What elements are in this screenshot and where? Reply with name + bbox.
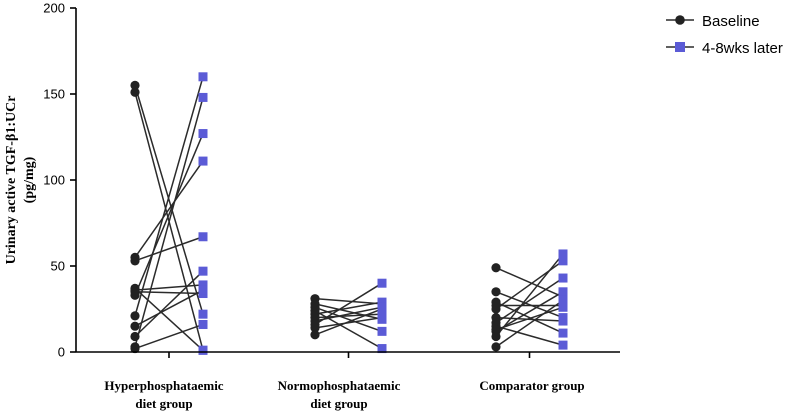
pair-line-1-6 — [314, 306, 383, 322]
later-point-1-4 — [377, 297, 387, 307]
y-axis-title-line1: Urinary active TGF-β1:UCr — [4, 96, 19, 265]
pair-line-0-0 — [134, 85, 204, 315]
later-point-0-8 — [198, 72, 208, 82]
baseline-point-0-7 — [130, 290, 140, 300]
later-point-1-9 — [377, 304, 387, 314]
baseline-point-1-9 — [310, 330, 320, 340]
later-point-0-12 — [198, 319, 208, 329]
later-point-0-2 — [198, 156, 208, 166]
baseline-point-0-8 — [130, 311, 140, 321]
y-axis-title-line2: (pg/mg) — [22, 156, 37, 203]
pair-line-1-0 — [314, 297, 383, 305]
baseline-point-2-10 — [491, 331, 501, 342]
baseline-point-0-3 — [130, 256, 140, 266]
baseline-point-0-12 — [130, 343, 140, 354]
series-group-1 — [310, 278, 387, 354]
later-point-1-3 — [377, 344, 387, 354]
pair-line-2-9 — [495, 291, 564, 333]
later-point-0-3 — [198, 232, 208, 242]
pair-line-0-8 — [134, 76, 204, 317]
later-point-2-7 — [558, 340, 568, 350]
later-point-2-5 — [558, 316, 568, 326]
later-point-1-2 — [377, 326, 387, 336]
pair-line-2-7 — [495, 325, 564, 346]
pair-line-2-10 — [495, 253, 564, 337]
category-label-hyper-line1: Hyperphosphataemic — [104, 378, 223, 393]
baseline-point-2-1 — [491, 287, 501, 297]
pair-line-0-11 — [134, 97, 204, 348]
later-point-0-7 — [198, 129, 208, 139]
later-point-2-11 — [558, 295, 568, 305]
legend-baseline-marker — [675, 15, 685, 25]
later-point-2-10 — [558, 249, 568, 259]
later-point-0-5 — [198, 280, 208, 290]
later-point-0-10 — [198, 266, 208, 276]
baseline-point-0-1 — [130, 87, 140, 97]
pair-line-2-1 — [495, 291, 564, 319]
plot-area — [130, 72, 568, 355]
legend-item-later: 4-8wks later — [666, 40, 783, 57]
legend-item-baseline: Baseline — [666, 13, 760, 30]
pair-line-2-8 — [495, 306, 564, 331]
category-label-normo-line1: Normophosphataemic — [278, 378, 401, 393]
y-tick-label-0: 0 — [58, 345, 65, 360]
category-label-comparator: Comparator group — [479, 378, 584, 393]
legend-later-marker — [675, 42, 685, 52]
category-label-hyper-line2: diet group — [135, 396, 192, 411]
series-group-0 — [130, 72, 208, 355]
pair-line-2-5 — [495, 316, 564, 322]
legend: Baseline 4-8wks later — [666, 13, 783, 57]
pair-line-1-8 — [314, 316, 383, 329]
pair-line-2-11 — [495, 299, 564, 348]
y-tick-label-50: 50 — [51, 259, 65, 274]
baseline-point-1-8 — [310, 323, 320, 333]
later-point-0-4 — [198, 345, 208, 355]
pair-line-0-10 — [134, 270, 204, 338]
pair-line-1-4 — [314, 301, 383, 315]
pair-line-0-5 — [134, 284, 204, 291]
later-point-0-0 — [198, 309, 208, 319]
legend-baseline-label: Baseline — [702, 13, 760, 30]
baseline-point-2-11 — [491, 342, 501, 352]
later-point-2-8 — [558, 302, 568, 312]
later-point-0-9 — [198, 285, 208, 295]
pair-line-0-7 — [134, 133, 204, 296]
pair-line-0-4 — [134, 287, 204, 351]
pair-line-1-1 — [314, 303, 383, 321]
later-point-1-7 — [377, 278, 387, 288]
later-point-2-6 — [558, 273, 568, 283]
pair-line-0-12 — [134, 323, 204, 350]
pair-line-1-9 — [314, 308, 383, 336]
pair-line-2-2 — [495, 301, 564, 334]
pair-line-2-6 — [495, 277, 564, 324]
y-tick-label-150: 150 — [43, 87, 65, 102]
baseline-point-2-0 — [491, 263, 501, 273]
series-group-2 — [491, 249, 568, 352]
later-point-2-2 — [558, 328, 568, 338]
y-ticks: 0 50 100 150 200 — [43, 1, 76, 360]
pair-line-0-9 — [134, 289, 204, 327]
category-label-normo-line2: diet group — [310, 396, 367, 411]
legend-later-label: 4-8wks later — [702, 40, 783, 57]
baseline-point-0-9 — [130, 321, 140, 331]
pair-line-0-6 — [134, 291, 204, 295]
later-point-1-8 — [377, 313, 387, 323]
pair-line-0-3 — [134, 236, 204, 262]
later-point-0-11 — [198, 92, 208, 102]
y-tick-label-200: 200 — [43, 1, 65, 16]
later-point-2-4 — [558, 256, 568, 266]
y-tick-label-100: 100 — [43, 173, 65, 188]
pair-line-1-7 — [314, 282, 383, 326]
later-point-2-9 — [558, 287, 568, 297]
baseline-point-0-0 — [130, 80, 140, 90]
pair-line-2-0 — [495, 267, 564, 298]
pair-line-0-2 — [134, 160, 204, 258]
pair-line-1-2 — [314, 306, 383, 333]
baseline-point-0-10 — [130, 331, 140, 342]
baseline-point-2-4 — [491, 304, 501, 314]
